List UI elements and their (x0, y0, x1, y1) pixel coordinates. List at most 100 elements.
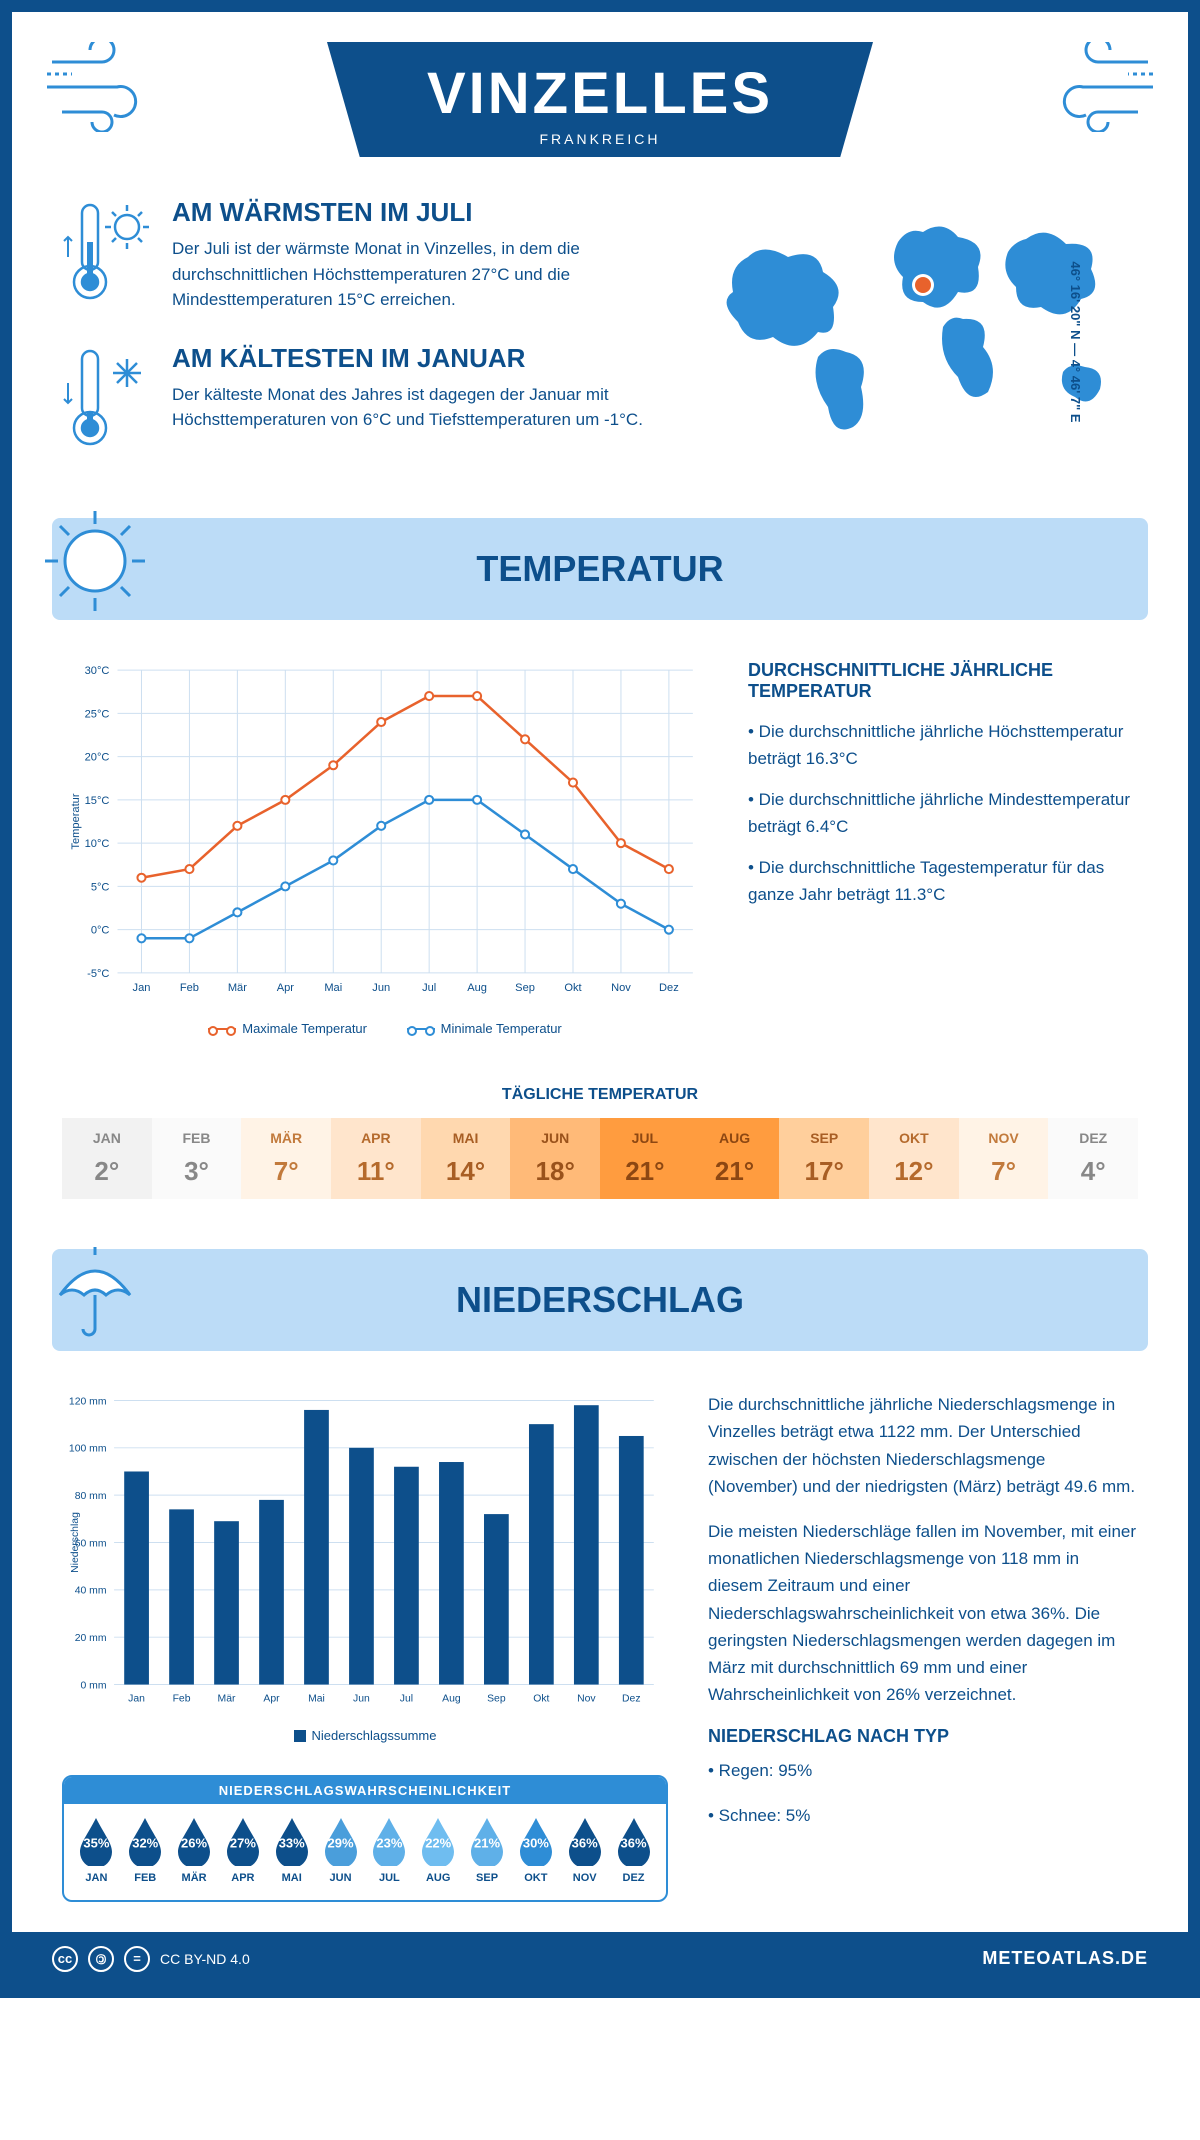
daily-cell: JUL21° (600, 1118, 690, 1199)
daily-cell: MAI14° (421, 1118, 511, 1199)
precip-probability-box: NIEDERSCHLAGSWAHRSCHEINLICHKEIT 35%JAN32… (62, 1775, 668, 1902)
umbrella-icon (40, 1237, 150, 1347)
prob-cell: 32%FEB (121, 1816, 170, 1884)
svg-text:Jul: Jul (422, 982, 436, 994)
cc-icon: cc (52, 1946, 78, 1972)
temperature-line-chart: -5°C0°C5°C10°C15°C20°C25°C30°CJanFebMärA… (62, 660, 708, 1047)
svg-text:-5°C: -5°C (87, 967, 109, 979)
warmest-title: AM WÄRMSTEN IM JULI (172, 197, 668, 228)
location-title: VINZELLES (427, 60, 773, 127)
precip-type-title: NIEDERSCHLAG NACH TYP (708, 1726, 1138, 1747)
svg-text:Sep: Sep (487, 1694, 506, 1705)
prob-cell: 36%NOV (560, 1816, 609, 1884)
svg-text:20 mm: 20 mm (75, 1633, 107, 1644)
chart-legend: Maximale Temperatur Minimale Temperatur (62, 1008, 708, 1047)
prob-cell: 23%JUL (365, 1816, 414, 1884)
cc-by-icon: 🄯 (88, 1946, 114, 1972)
precip-type-2: • Schnee: 5% (708, 1802, 1138, 1829)
daily-cell: FEB3° (152, 1118, 242, 1199)
svg-text:Dez: Dez (659, 982, 679, 994)
svg-text:Temperatur: Temperatur (70, 793, 82, 849)
legend-min: Minimale Temperatur (441, 1021, 562, 1036)
coordinates: 46° 16' 20" N — 4° 46' 7" E (1068, 262, 1083, 423)
svg-text:Mär: Mär (228, 982, 247, 994)
coldest-block: AM KÄLTESTEN IM JANUAR Der kälteste Mona… (62, 343, 668, 458)
daily-cell: NOV7° (959, 1118, 1049, 1199)
daily-cell: SEP17° (779, 1118, 869, 1199)
svg-text:Sep: Sep (515, 982, 535, 994)
daily-cell: AUG21° (690, 1118, 780, 1199)
svg-text:Okt: Okt (533, 1694, 549, 1705)
svg-text:Apr: Apr (263, 1694, 280, 1705)
svg-text:Niederschlag: Niederschlag (70, 1512, 81, 1573)
prob-cell: 29%JUN (316, 1816, 365, 1884)
prob-cell: 22%AUG (414, 1816, 463, 1884)
precip-banner-text: NIEDERSCHLAG (456, 1279, 744, 1320)
temperature-banner: TEMPERATUR (52, 518, 1148, 620)
temperature-banner-text: TEMPERATUR (476, 548, 723, 589)
cc-nd-icon: = (124, 1946, 150, 1972)
svg-text:Dez: Dez (622, 1694, 641, 1705)
daily-cell: JUN18° (510, 1118, 600, 1199)
precip-text-1: Die durchschnittliche jährliche Niedersc… (708, 1391, 1138, 1500)
warmest-text: Der Juli ist der wärmste Monat in Vinzel… (172, 236, 668, 313)
svg-text:Jun: Jun (353, 1694, 370, 1705)
svg-text:Feb: Feb (180, 982, 199, 994)
daily-temp-table: JAN2°FEB3°MÄR7°APR11°MAI14°JUN18°JUL21°A… (62, 1118, 1138, 1199)
svg-text:Nov: Nov (577, 1694, 596, 1705)
prob-cell: 27%APR (218, 1816, 267, 1884)
svg-text:15°C: 15°C (85, 794, 110, 806)
header: VINZELLES FRANKREICH (12, 12, 1188, 177)
prob-cell: 35%JAN (72, 1816, 121, 1884)
svg-text:Apr: Apr (277, 982, 295, 994)
svg-text:0°C: 0°C (91, 924, 110, 936)
svg-text:100 mm: 100 mm (69, 1444, 107, 1455)
precip-legend: Niederschlagssumme (62, 1718, 668, 1755)
svg-text:Jan: Jan (128, 1694, 145, 1705)
svg-text:Jan: Jan (133, 982, 151, 994)
coldest-title: AM KÄLTESTEN IM JANUAR (172, 343, 668, 374)
svg-text:Jun: Jun (372, 982, 390, 994)
daily-cell: DEZ4° (1048, 1118, 1138, 1199)
precip-type-1: • Regen: 95% (708, 1757, 1138, 1784)
svg-text:25°C: 25°C (85, 708, 110, 720)
svg-text:10°C: 10°C (85, 838, 110, 850)
svg-text:Aug: Aug (442, 1694, 461, 1705)
svg-text:80 mm: 80 mm (75, 1491, 107, 1502)
svg-text:0 mm: 0 mm (80, 1681, 106, 1692)
warmest-block: AM WÄRMSTEN IM JULI Der Juli ist der wär… (62, 197, 668, 313)
prob-cell: 30%OKT (511, 1816, 560, 1884)
prob-cell: 33%MAI (267, 1816, 316, 1884)
legend-max: Maximale Temperatur (242, 1021, 367, 1036)
svg-text:Okt: Okt (564, 982, 581, 994)
thermometer-sun-icon (62, 197, 152, 313)
daily-cell: APR11° (331, 1118, 421, 1199)
title-banner: VINZELLES FRANKREICH (327, 42, 873, 157)
coldest-text: Der kälteste Monat des Jahres ist dagege… (172, 382, 668, 433)
sun-icon (40, 506, 150, 616)
temp-summary-title: DURCHSCHNITTLICHE JÄHRLICHE TEMPERATUR (748, 660, 1138, 702)
temp-summary-1: • Die durchschnittliche jährliche Höchst… (748, 718, 1138, 772)
wind-deco-left-icon (42, 42, 172, 132)
license-text: CC BY-ND 4.0 (160, 1951, 250, 1967)
wind-deco-right-icon (1028, 42, 1158, 132)
prob-title: NIEDERSCHLAGSWAHRSCHEINLICHKEIT (64, 1777, 666, 1804)
precip-bar-chart: 0 mm20 mm40 mm60 mm80 mm100 mm120 mmNied… (62, 1391, 668, 1754)
svg-text:Aug: Aug (467, 982, 487, 994)
intro-section: AM WÄRMSTEN IM JULI Der Juli ist der wär… (12, 177, 1188, 518)
prob-cell: 21%SEP (463, 1816, 512, 1884)
temp-summary-2: • Die durchschnittliche jährliche Mindes… (748, 786, 1138, 840)
precip-banner: NIEDERSCHLAG (52, 1249, 1148, 1351)
svg-text:Mai: Mai (308, 1694, 325, 1705)
precip-legend-text: Niederschlagssumme (312, 1728, 437, 1743)
prob-cell: 26%MÄR (170, 1816, 219, 1884)
svg-text:Nov: Nov (611, 982, 631, 994)
svg-text:Feb: Feb (173, 1694, 191, 1705)
thermometer-snow-icon (62, 343, 152, 458)
country-subtitle: FRANKREICH (427, 131, 773, 147)
svg-text:40 mm: 40 mm (75, 1586, 107, 1597)
svg-text:5°C: 5°C (91, 881, 110, 893)
svg-text:Jul: Jul (400, 1694, 413, 1705)
site-name: METEOATLAS.DE (982, 1948, 1148, 1969)
svg-text:Mai: Mai (324, 982, 342, 994)
